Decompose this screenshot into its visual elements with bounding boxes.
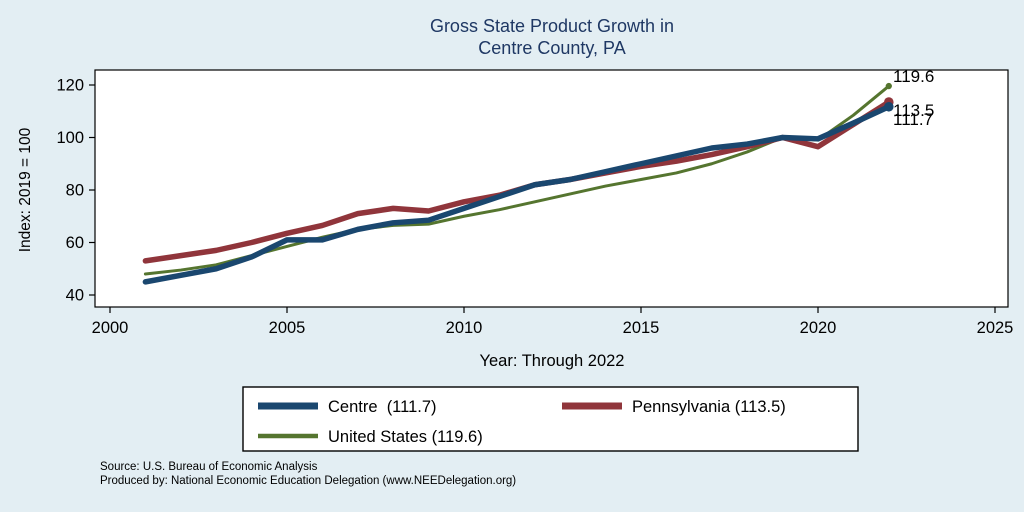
x-tick-label: 2000 (92, 319, 129, 337)
legend-box (242, 386, 859, 452)
chart-title-line1: Gross State Product Growth in (430, 16, 674, 36)
y-tick-label: 100 (56, 129, 84, 147)
end-label-united-states: 119.6 (893, 67, 934, 86)
series-lines (142, 82, 894, 285)
x-tick-label: 2020 (800, 319, 837, 337)
endpoint-marker-united-states (885, 82, 892, 90)
x-tick-label: 2010 (446, 319, 483, 337)
end-label-centre: 111.7 (893, 110, 933, 129)
line-centre (142, 104, 892, 285)
y-tick-label: 40 (66, 287, 84, 305)
x-axis-ticks: 2000 2005 2010 2015 2020 2025 (92, 307, 1014, 337)
y-tick-label: 120 (56, 77, 84, 95)
produced-by-note: Produced by: National Economic Education… (100, 475, 516, 487)
chart-title-line2: Centre County, PA (478, 38, 625, 58)
x-tick-label: 2005 (269, 319, 306, 337)
x-tick-label: 2025 (977, 319, 1014, 337)
end-label-pennsylvania: 113.5 (893, 101, 934, 120)
x-axis-title: Year: Through 2022 (480, 352, 625, 370)
legend-label-united-states: United States (119.6) (328, 428, 483, 446)
y-axis-title: Index: 2019 = 100 (17, 127, 34, 252)
source-note: Source: U.S. Bureau of Economic Analysis (100, 461, 318, 473)
y-axis-ticks: 40 60 80 100 120 (56, 77, 95, 305)
legend-label-centre: Centre (111.7) (328, 398, 437, 416)
x-tick-label: 2015 (623, 319, 660, 337)
y-tick-label: 60 (66, 234, 84, 252)
endpoint-marker-centre (884, 102, 894, 112)
plot-area (94, 69, 1009, 308)
y-tick-label: 80 (66, 182, 84, 200)
legend: Centre (111.7) Pennsylvania (113.5) Unit… (242, 386, 859, 452)
legend-label-pennsylvania: Pennsylvania (113.5) (632, 398, 786, 416)
